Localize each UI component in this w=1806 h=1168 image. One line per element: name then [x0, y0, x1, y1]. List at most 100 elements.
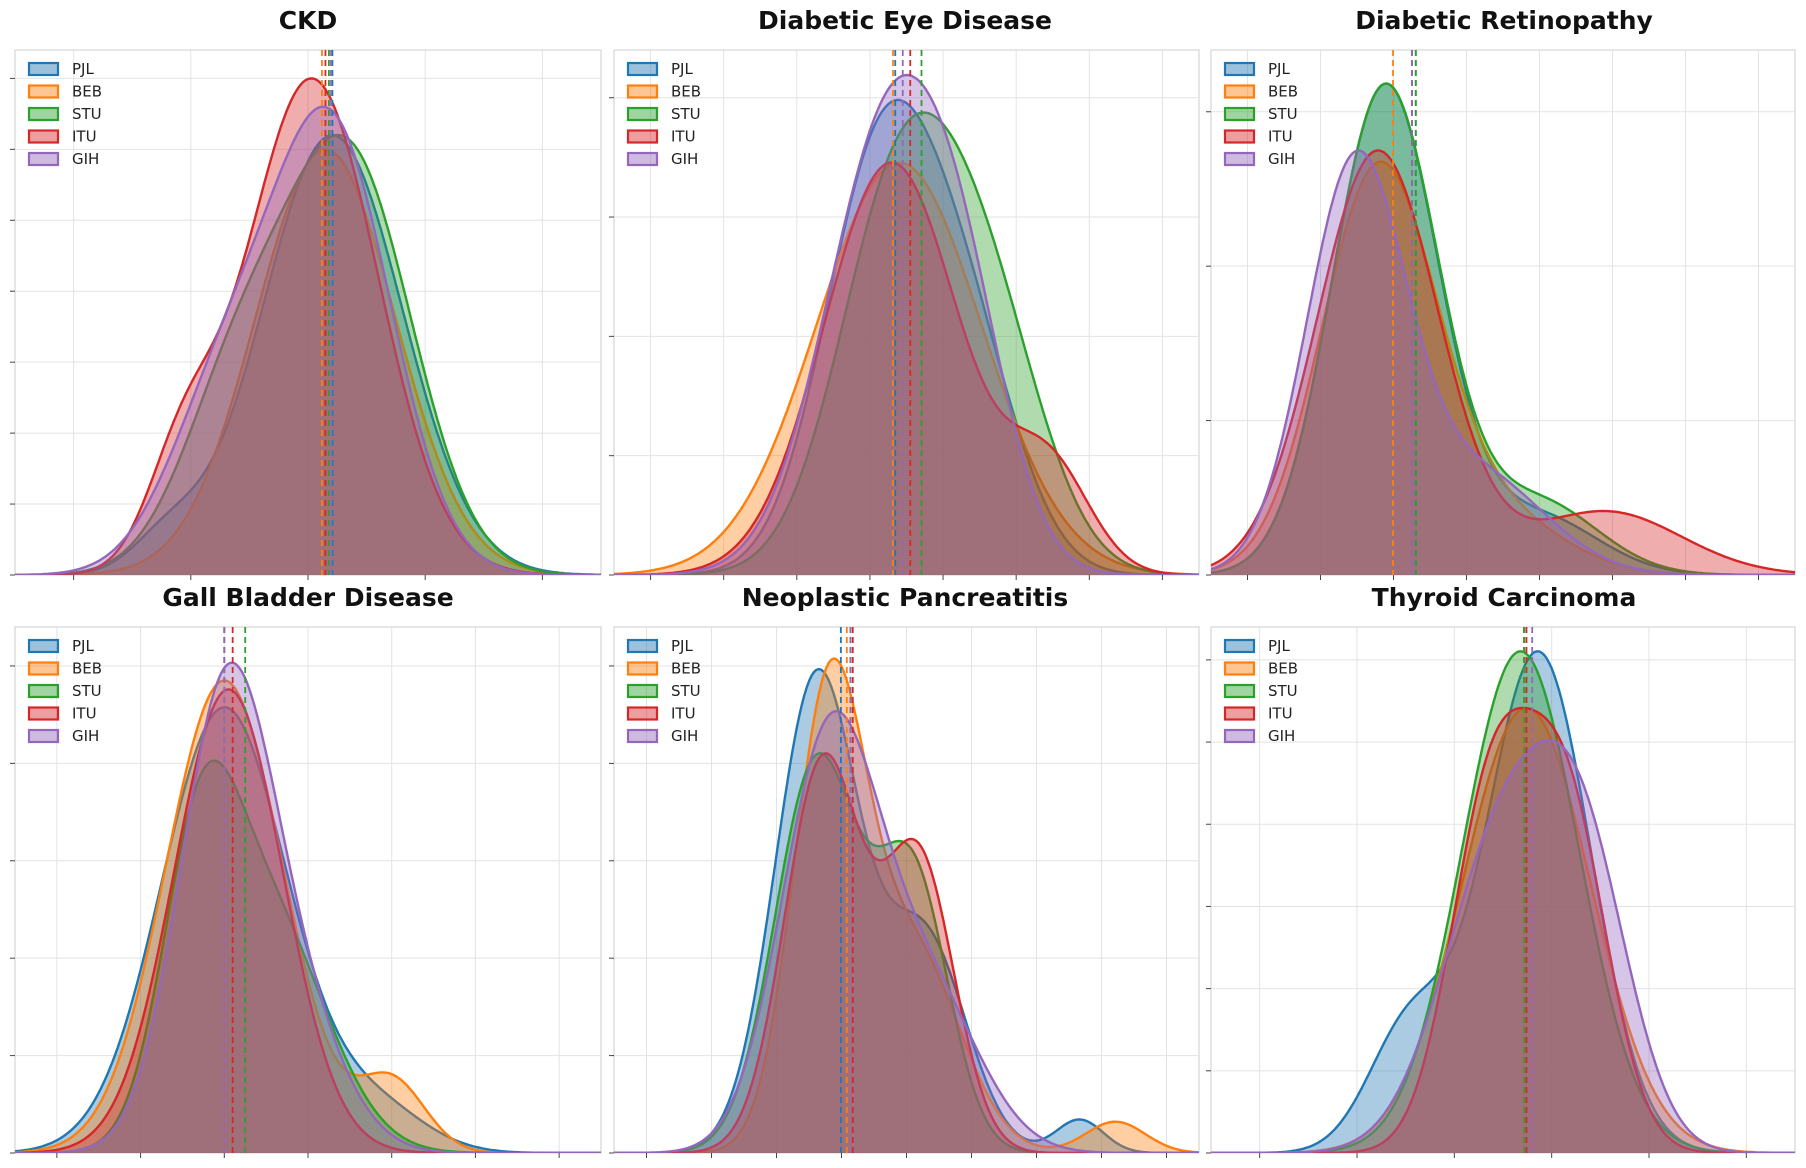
density-fill-gih: [614, 75, 1199, 575]
density-fill-beb: [614, 658, 1199, 1153]
density-line-beb: [614, 161, 1199, 575]
panel-neoplastic-pancreatitis: Neoplastic Pancreatitis PJL BEB STU ITU GIH: [609, 583, 1200, 1158]
legend-swatch-gih: [626, 728, 659, 744]
panel-title: Thyroid Carcinoma: [1372, 583, 1637, 612]
legend-label-itu: ITU: [1268, 128, 1293, 146]
legend-swatch-gih: [27, 151, 60, 167]
density-fill-itu: [614, 162, 1199, 575]
density-fill-pjl: [15, 135, 601, 575]
legend-label-itu: ITU: [671, 705, 696, 723]
legend-label-itu: ITU: [72, 128, 97, 146]
legend-swatch-stu: [27, 683, 60, 699]
density-line-pjl: [614, 98, 1199, 575]
panel-title: Gall Bladder Disease: [162, 583, 453, 612]
legend: PJL BEB STU ITU GIH: [626, 637, 701, 745]
legend-swatch-stu: [626, 106, 659, 122]
legend-swatch-beb: [626, 84, 659, 99]
density-fill-beb: [15, 149, 601, 575]
density-fill-pjl: [1211, 651, 1795, 1153]
legend-label-pjl: PJL: [1268, 60, 1290, 78]
legend: PJL BEB STU ITU GIH: [27, 637, 102, 745]
legend-label-beb: BEB: [72, 660, 102, 678]
panels: CKD PJL BEB STU ITU GIH Diabetic Eye Disease PJ…: [10, 6, 1796, 1158]
legend-swatch-beb: [27, 661, 60, 676]
legend-label-gih: GIH: [671, 727, 698, 745]
legend-swatch-itu: [1223, 706, 1256, 721]
legend-label-pjl: PJL: [671, 637, 693, 655]
density-fill-gih: [614, 711, 1199, 1153]
legend-label-beb: BEB: [1268, 660, 1298, 678]
density-line-gih: [15, 661, 601, 1153]
density-fill-gih: [15, 662, 601, 1153]
density-fill-gih: [1211, 740, 1795, 1153]
density-line-stu: [1211, 82, 1795, 575]
density-line-gih: [1211, 739, 1795, 1153]
legend-label-stu: STU: [671, 682, 701, 700]
legend-label-beb: BEB: [72, 83, 102, 101]
plot-area: [1210, 626, 1796, 1154]
density-fill-itu: [1211, 150, 1795, 575]
legend: PJL BEB STU ITU GIH: [626, 60, 701, 168]
panel-gall-bladder-disease: Gall Bladder Disease PJL BEB STU ITU GIH: [10, 583, 602, 1158]
legend-label-stu: STU: [671, 105, 701, 123]
density-line-itu: [1211, 149, 1795, 574]
density-line-gih: [614, 73, 1199, 575]
legend-swatch-itu: [27, 129, 60, 144]
legend-swatch-stu: [626, 683, 659, 699]
panel-thyroid-carcinoma: Thyroid Carcinoma PJL BEB STU ITU GIH: [1206, 583, 1796, 1158]
density-line-stu: [15, 133, 601, 575]
density-fill-pjl: [1211, 83, 1795, 575]
legend-swatch-pjl: [1223, 61, 1256, 77]
density-curves: [1211, 627, 1795, 1153]
legend-label-beb: BEB: [671, 83, 701, 101]
density-fill-itu: [15, 78, 601, 575]
legend-swatch-gih: [1223, 728, 1256, 744]
density-line-itu: [1211, 706, 1795, 1153]
legend-label-beb: BEB: [1268, 83, 1298, 101]
legend-label-beb: BEB: [671, 660, 701, 678]
legend-label-gih: GIH: [1268, 727, 1295, 745]
legend-label-pjl: PJL: [72, 637, 94, 655]
panel-title: Diabetic Retinopathy: [1355, 6, 1653, 35]
density-line-stu: [614, 111, 1199, 575]
legend-swatch-itu: [626, 129, 659, 144]
legend-label-itu: ITU: [671, 128, 696, 146]
density-line-itu: [614, 161, 1199, 575]
density-fill-gih: [15, 106, 601, 575]
density-fill-beb: [614, 162, 1199, 575]
plot-area: [613, 49, 1200, 576]
density-fill-stu: [15, 760, 601, 1153]
panel-ckd: CKD PJL BEB STU ITU GIH: [10, 6, 602, 580]
legend-swatch-beb: [27, 84, 60, 99]
density-line-gih: [1211, 149, 1795, 575]
legend: PJL BEB STU ITU GIH: [1223, 637, 1298, 745]
density-fill-gih: [1211, 150, 1795, 575]
legend-label-stu: STU: [72, 682, 102, 700]
legend-label-stu: STU: [72, 105, 102, 123]
density-fill-stu: [1211, 651, 1795, 1153]
legend-label-gih: GIH: [1268, 150, 1295, 168]
legend-swatch-beb: [1223, 84, 1256, 99]
density-fill-stu: [1211, 83, 1795, 575]
density-fill-pjl: [614, 100, 1199, 575]
density-line-itu: [15, 688, 601, 1153]
legend-label-itu: ITU: [1268, 705, 1293, 723]
legend-swatch-pjl: [27, 61, 60, 77]
legend-label-stu: STU: [1268, 105, 1298, 123]
legend-label-pjl: PJL: [671, 60, 693, 78]
legend-swatch-beb: [626, 661, 659, 676]
legend: PJL BEB STU ITU GIH: [1223, 60, 1298, 168]
density-fill-stu: [15, 135, 601, 575]
legend-swatch-beb: [1223, 661, 1256, 676]
density-curves: [614, 50, 1199, 575]
density-curves: [1211, 50, 1795, 575]
legend-label-stu: STU: [1268, 682, 1298, 700]
legend-swatch-gih: [626, 151, 659, 167]
legend-swatch-itu: [27, 706, 60, 721]
legend-swatch-pjl: [27, 638, 60, 654]
legend-swatch-pjl: [626, 638, 659, 654]
legend-swatch-gih: [27, 728, 60, 744]
legend-swatch-stu: [1223, 106, 1256, 122]
density-curves: [15, 50, 601, 575]
legend-swatch-stu: [1223, 683, 1256, 699]
